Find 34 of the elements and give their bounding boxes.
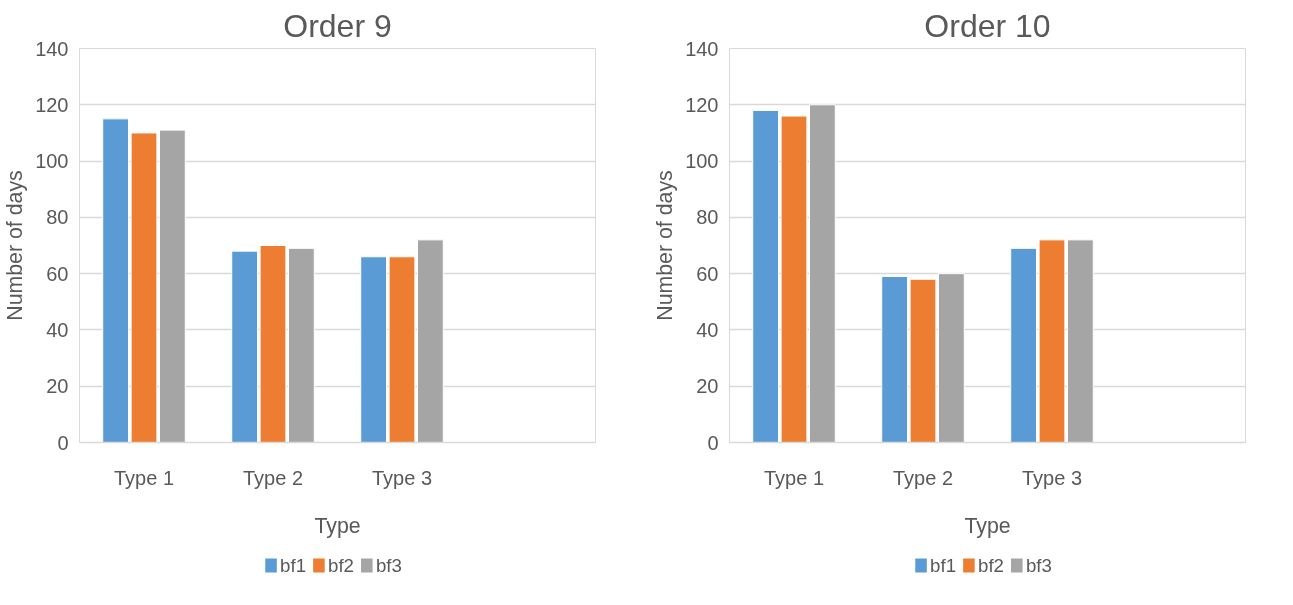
y-tick-label: 20 (46, 375, 69, 398)
y-tick-label: 80 (46, 206, 69, 229)
y-tick-label: 60 (696, 262, 719, 285)
x-axis-title: Type (314, 513, 361, 538)
y-tick-label: 0 (57, 431, 69, 454)
y-axis-title: Number of days (3, 170, 28, 321)
x-tick-label: Type 3 (1021, 466, 1083, 489)
legend-label: bf2 (978, 555, 1004, 576)
legend-label: bf2 (328, 555, 354, 576)
y-tick-label: 140 (35, 37, 69, 60)
x-axis-title: Type (964, 513, 1011, 538)
y-tick-label: 80 (696, 206, 719, 229)
x-tick-label: Type 1 (113, 466, 175, 489)
y-tick-label: 20 (696, 375, 719, 398)
legend-label: bf1 (930, 555, 957, 576)
y-tick-label: 140 (685, 37, 719, 60)
y-tick-label: 120 (35, 93, 69, 116)
y-tick-label: 40 (46, 318, 69, 341)
legend-label: bf3 (1025, 555, 1052, 576)
x-tick-label: Type 3 (371, 466, 433, 489)
y-tick-label: 120 (685, 93, 719, 116)
y-tick-label: 60 (46, 262, 69, 285)
x-tick-label: Type 2 (242, 466, 304, 489)
y-axis-title: Number of days (653, 170, 678, 321)
legend-label: bf3 (375, 555, 402, 576)
y-tick-label: 40 (696, 318, 719, 341)
x-tick-label: Type 2 (892, 466, 954, 489)
chart-title: Order 9 (283, 7, 392, 44)
y-tick-label: 0 (707, 431, 719, 454)
legend-label: bf1 (280, 555, 307, 576)
y-tick-label: 100 (35, 150, 69, 173)
x-tick-label: Type 1 (763, 466, 825, 489)
chart-title: Order 10 (924, 7, 1051, 44)
y-tick-label: 100 (685, 150, 719, 173)
